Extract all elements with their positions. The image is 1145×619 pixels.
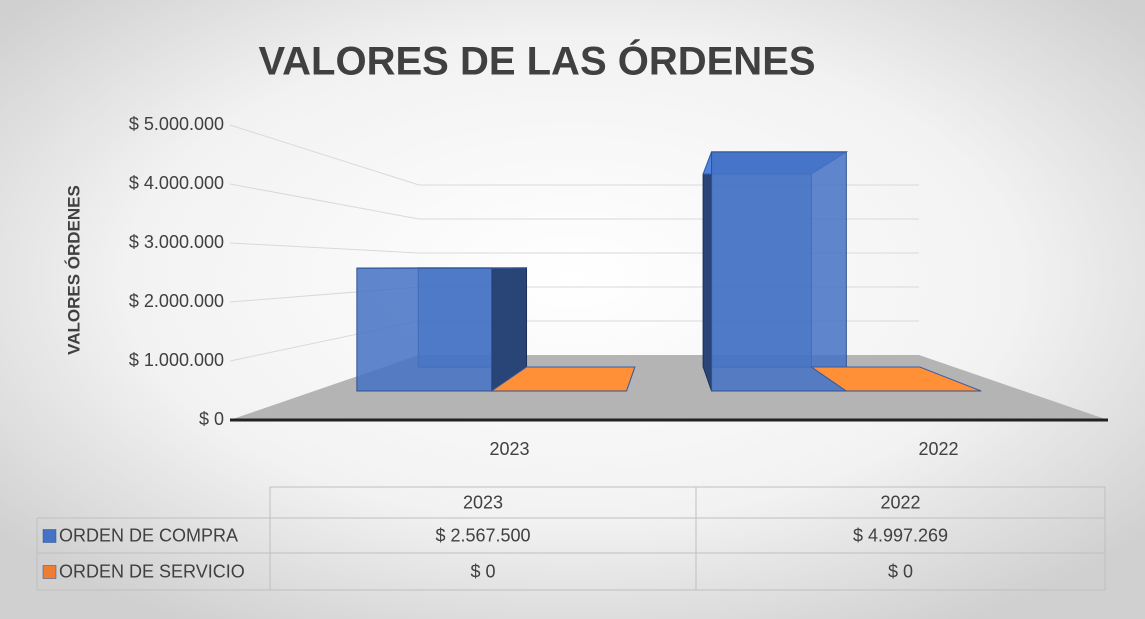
bar-side [702, 151, 713, 392]
y-tick-label: $ 1.000.000 [129, 350, 224, 370]
table-value: $ 4.997.269 [853, 525, 948, 545]
legend-label: ORDEN DE COMPRA [59, 525, 238, 545]
y-axis-label: VALORES ÓRDENES [64, 185, 83, 355]
x-tick-label: 2023 [489, 439, 529, 459]
table-header: 2023 [463, 492, 503, 512]
y-tick-label: $ 3.000.000 [129, 232, 224, 252]
table-value: $ 2.567.500 [435, 525, 530, 545]
y-tick-label: $ 5.000.000 [129, 114, 224, 134]
legend-swatch [42, 565, 57, 579]
bar-front [356, 267, 493, 392]
y-tick-label: $ 2.000.000 [129, 291, 224, 311]
y-tick-label: $ 4.000.000 [129, 173, 224, 193]
legend-label: ORDEN DE SERVICIO [59, 561, 245, 581]
table-value: $ 0 [470, 561, 495, 581]
legend-swatch [42, 529, 57, 543]
table-value: $ 0 [888, 561, 913, 581]
y-tick-label: $ 0 [199, 409, 224, 429]
x-tick-label: 2022 [918, 439, 958, 459]
bar-front [711, 151, 847, 392]
chart-title: VALORES DE LAS ÓRDENES [258, 38, 815, 84]
table-header: 2022 [880, 492, 920, 512]
